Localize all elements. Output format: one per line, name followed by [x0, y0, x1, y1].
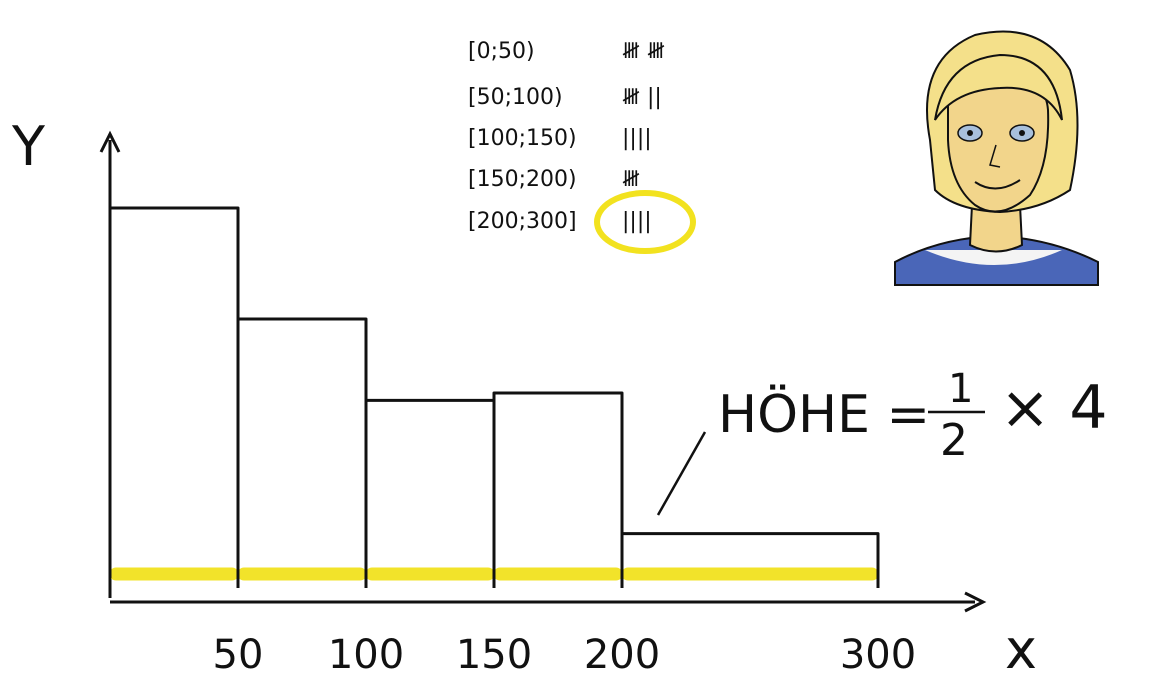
histogram-plot: Yx 50 100 150 200 300	[11, 115, 1037, 681]
annotation-lhs: HÖHE =	[718, 384, 930, 445]
tally-interval-4: [200;300]	[468, 209, 577, 234]
height-annotation: HÖHE = 1 2 × 4	[656, 366, 1108, 516]
tally-marks-1: 𝍸 ||	[622, 85, 662, 110]
tally-interval-2: [100;150)	[468, 126, 577, 151]
y-axis-label: Y	[11, 115, 46, 178]
tally-marks-4: ||||	[622, 209, 652, 234]
blonde-woman-avatar-icon	[894, 30, 1099, 286]
tally-interval-1: [50;100)	[468, 85, 563, 110]
tally-marks-2: ||||	[622, 126, 652, 151]
tally-circle-highlight	[594, 190, 696, 254]
x-tick-label-3: 200	[584, 632, 660, 678]
histogram-bar-3	[492, 391, 624, 588]
y-axis-arrowhead	[99, 130, 121, 153]
annotation-pointer-line	[656, 431, 707, 516]
tally-interval-3: [150;200)	[468, 167, 577, 192]
annotation-denominator: 2	[940, 415, 968, 466]
x-axis-label: x	[1005, 618, 1037, 681]
histogram-bar-0	[108, 206, 240, 588]
x-tick-label-4: 300	[840, 632, 916, 678]
x-axis-arrowhead	[964, 591, 987, 613]
tally-table: [0;50) 𝍸 𝍸 [50;100) 𝍸 || [100;150) |||| [150;2…	[468, 39, 696, 254]
x-tick-label-0: 50	[213, 632, 264, 678]
tally-interval-0: [0;50)	[468, 39, 535, 64]
annotation-numerator: 1	[948, 366, 973, 412]
tally-marks-3: 𝍸	[622, 167, 640, 192]
tally-marks-0: 𝍸 𝍸	[622, 39, 665, 64]
histogram-bar-2	[364, 398, 496, 588]
histogram-bar-4	[620, 532, 880, 588]
x-tick-label-1: 100	[328, 632, 404, 678]
x-tick-label-2: 150	[456, 632, 532, 678]
annotation-rest: × 4	[1000, 373, 1108, 443]
histogram-bar-1	[236, 317, 368, 588]
